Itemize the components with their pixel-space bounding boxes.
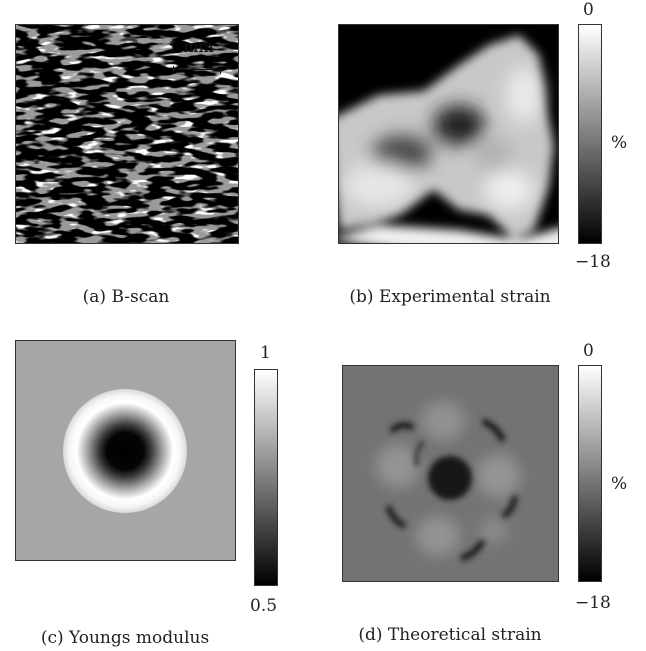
b-scan-image: 1 mm xyxy=(15,24,239,244)
colorbar-c-top-label: 1 xyxy=(260,343,271,363)
colorbar-b-top-label: 0 xyxy=(583,0,594,20)
caption-b: (b) Experimental strain xyxy=(349,287,551,307)
colorbar-b-bottom-label: −18 xyxy=(575,252,611,272)
b-scan-speckle xyxy=(16,25,238,243)
experimental-strain-map xyxy=(339,25,558,243)
theoretical-strain-map xyxy=(343,366,558,581)
scale-bar xyxy=(173,66,221,74)
colorbar-d-top-label: 0 xyxy=(583,341,594,361)
youngs-modulus-map xyxy=(16,341,235,560)
colorbar-d-bottom-label: −18 xyxy=(575,593,611,613)
colorbar-d-unit: % xyxy=(611,474,628,494)
colorbar-c-bottom-label: 0.5 xyxy=(250,596,278,616)
theoretical-strain-image xyxy=(342,365,559,582)
experimental-strain-image xyxy=(338,24,559,244)
youngs-modulus-image xyxy=(15,340,236,561)
colorbar-b-unit: % xyxy=(611,133,628,153)
caption-d: (d) Theoretical strain xyxy=(358,625,542,645)
caption-c: (c) Youngs modulus xyxy=(40,628,210,648)
caption-a: (a) B-scan xyxy=(82,287,170,307)
colorbar-c xyxy=(254,369,278,586)
colorbar-d xyxy=(578,365,602,582)
colorbar-b xyxy=(578,24,602,244)
scale-bar-label: 1 mm xyxy=(168,37,214,56)
